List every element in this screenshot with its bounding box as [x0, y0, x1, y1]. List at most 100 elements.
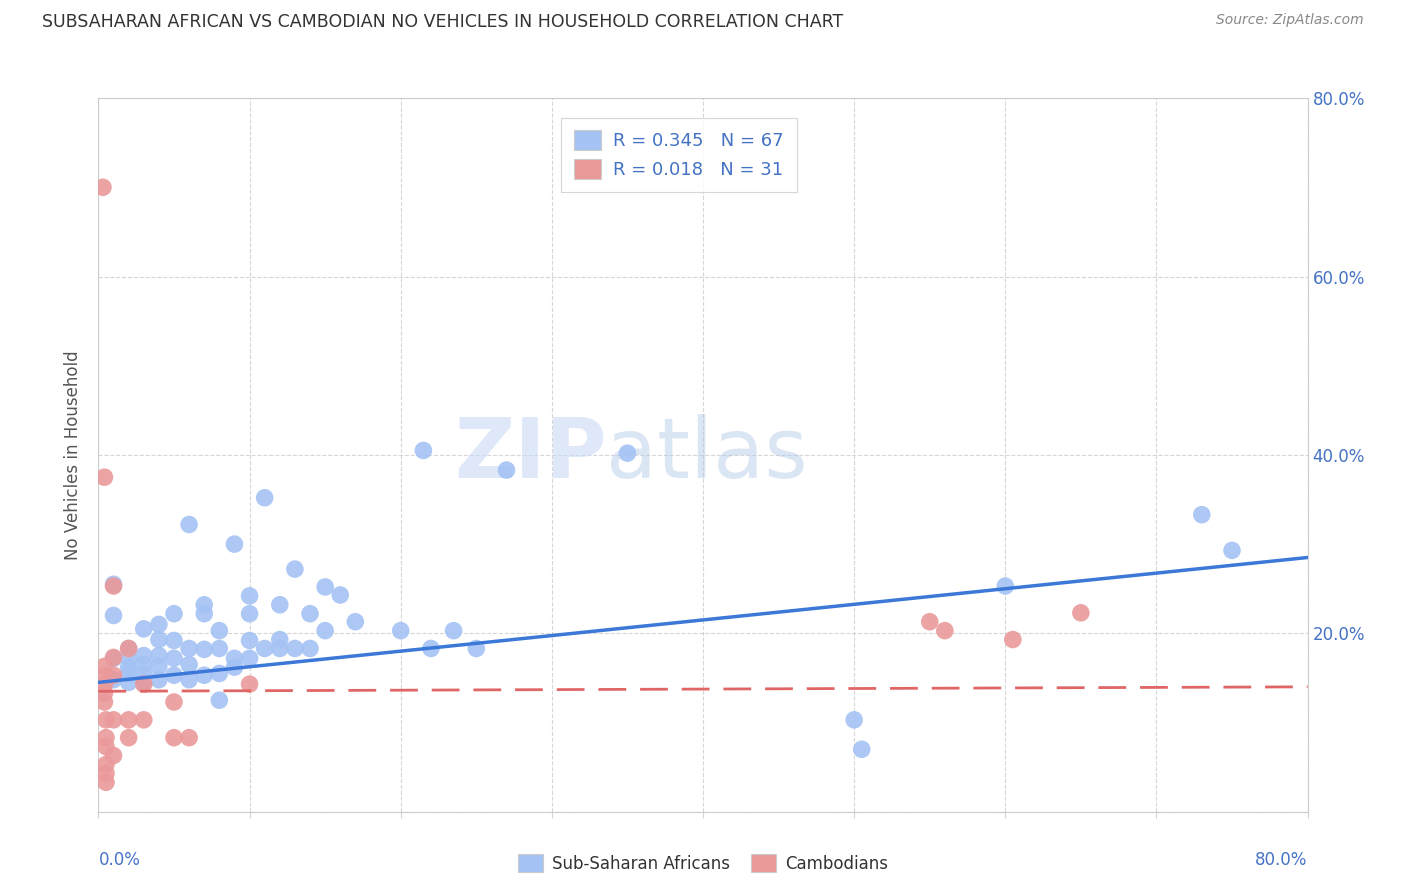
Point	[314, 624, 336, 638]
Point	[269, 598, 291, 612]
Point	[851, 742, 873, 756]
Point	[132, 622, 155, 636]
Point	[163, 731, 186, 745]
Point	[148, 617, 170, 632]
Point	[1220, 543, 1243, 558]
Point	[132, 675, 155, 690]
Point	[934, 624, 956, 638]
Point	[193, 642, 215, 657]
Point	[193, 607, 215, 621]
Point	[224, 651, 246, 665]
Point	[1070, 606, 1092, 620]
Point	[163, 651, 186, 665]
Point	[208, 624, 231, 638]
Point	[844, 713, 866, 727]
Point	[163, 607, 186, 621]
Point	[179, 641, 201, 656]
Point	[93, 470, 115, 484]
Point	[118, 666, 141, 681]
Point	[103, 713, 125, 727]
Point	[103, 650, 125, 665]
Point	[94, 731, 117, 745]
Point	[132, 648, 155, 663]
Point	[103, 673, 125, 687]
Point	[103, 608, 125, 623]
Point	[132, 657, 155, 672]
Legend: Sub-Saharan Africans, Cambodians: Sub-Saharan Africans, Cambodians	[510, 847, 896, 880]
Point	[465, 641, 488, 656]
Point	[224, 660, 246, 674]
Point	[118, 731, 141, 745]
Point	[93, 677, 115, 691]
Point	[616, 446, 638, 460]
Point	[94, 757, 117, 772]
Point	[94, 739, 117, 754]
Point	[93, 686, 115, 700]
Point	[329, 588, 352, 602]
Point	[118, 651, 141, 665]
Point	[284, 562, 307, 576]
Point	[314, 580, 336, 594]
Point	[208, 641, 231, 656]
Point	[239, 633, 262, 648]
Point	[443, 624, 465, 638]
Point	[269, 632, 291, 647]
Point	[118, 675, 141, 690]
Point	[284, 641, 307, 656]
Point	[132, 713, 155, 727]
Point	[208, 666, 231, 681]
Point	[118, 660, 141, 674]
Point	[93, 659, 115, 673]
Point	[103, 577, 125, 591]
Text: SUBSAHARAN AFRICAN VS CAMBODIAN NO VEHICLES IN HOUSEHOLD CORRELATION CHART: SUBSAHARAN AFRICAN VS CAMBODIAN NO VEHIC…	[42, 13, 844, 31]
Point	[148, 648, 170, 663]
Point	[93, 695, 115, 709]
Point	[269, 641, 291, 656]
Point	[239, 589, 262, 603]
Point	[1191, 508, 1213, 522]
Point	[132, 666, 155, 681]
Point	[118, 641, 141, 656]
Point	[239, 607, 262, 621]
Point	[239, 677, 262, 691]
Point	[918, 615, 941, 629]
Point	[148, 673, 170, 687]
Point	[193, 668, 215, 682]
Point	[994, 579, 1017, 593]
Point	[412, 443, 434, 458]
Text: Source: ZipAtlas.com: Source: ZipAtlas.com	[1216, 13, 1364, 28]
Point	[94, 775, 117, 789]
Point	[163, 695, 186, 709]
Point	[253, 491, 276, 505]
Point	[193, 598, 215, 612]
Point	[179, 517, 201, 532]
Point	[148, 632, 170, 647]
Point	[224, 537, 246, 551]
Point	[299, 607, 322, 621]
Text: 80.0%: 80.0%	[1256, 851, 1308, 869]
Point	[1001, 632, 1024, 647]
Point	[103, 651, 125, 665]
Text: ZIP: ZIP	[454, 415, 606, 495]
Point	[103, 579, 125, 593]
Point	[344, 615, 367, 629]
Point	[239, 651, 262, 665]
Point	[420, 641, 443, 656]
Point	[163, 633, 186, 648]
Point	[118, 641, 141, 656]
Text: atlas: atlas	[606, 415, 808, 495]
Text: 0.0%: 0.0%	[98, 851, 141, 869]
Point	[299, 641, 322, 656]
Point	[91, 180, 114, 194]
Y-axis label: No Vehicles in Household: No Vehicles in Household	[65, 350, 83, 560]
Point	[208, 693, 231, 707]
Point	[253, 641, 276, 656]
Point	[93, 669, 115, 683]
Point	[94, 713, 117, 727]
Point	[163, 668, 186, 682]
Point	[118, 713, 141, 727]
Point	[389, 624, 412, 638]
Point	[94, 766, 117, 780]
Point	[132, 677, 155, 691]
Point	[103, 748, 125, 763]
